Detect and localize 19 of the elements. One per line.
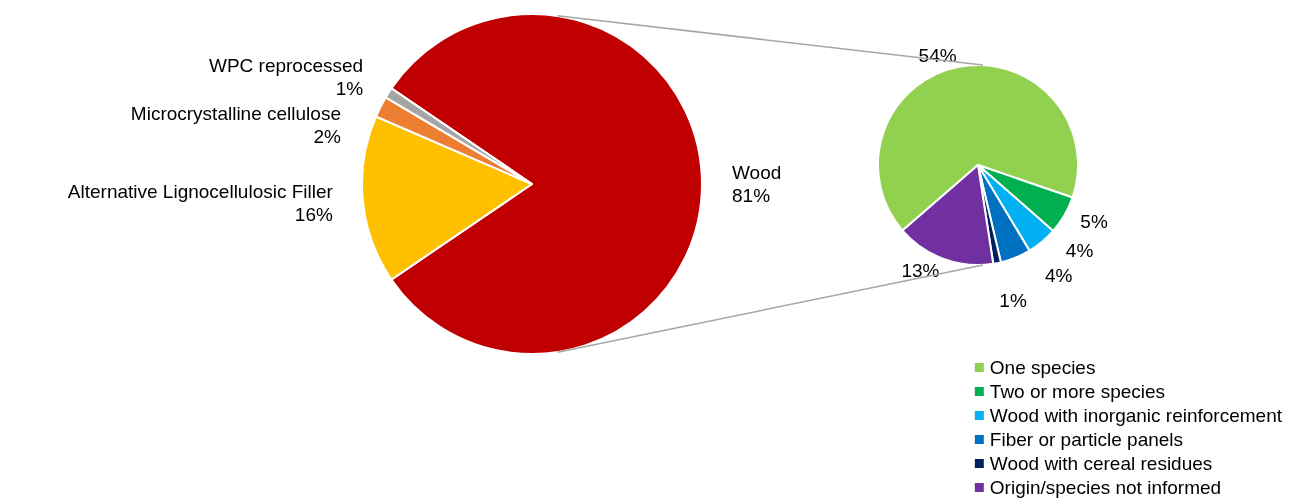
- slice-label: Alternative Lignocellulosic Filler: [67, 180, 334, 202]
- data-label: 16%: [294, 203, 333, 225]
- legend-label: Wood with inorganic reinforcement: [989, 405, 1283, 426]
- slice-label: WPC reprocessed: [208, 54, 364, 76]
- legend-label: One species: [989, 357, 1096, 378]
- legend-label: Fiber or particle panels: [989, 429, 1184, 450]
- legend-label: Origin/species not informed: [989, 477, 1222, 498]
- data-label: 81%: [732, 185, 771, 206]
- legend-label: Wood with cereal residues: [989, 453, 1213, 474]
- data-label: 4%: [1065, 240, 1094, 262]
- data-label: 13%: [901, 259, 940, 281]
- data-label: 2%: [313, 125, 342, 147]
- data-label: 1%: [999, 290, 1027, 312]
- slice-label: Microcrystalline cellulose: [130, 102, 341, 124]
- data-label: 4%: [1045, 265, 1073, 287]
- data-label: 5%: [1080, 210, 1108, 232]
- legend-label: Two or more species: [989, 381, 1166, 402]
- data-label: 1%: [335, 77, 364, 99]
- slice-label: Wood: [732, 162, 782, 183]
